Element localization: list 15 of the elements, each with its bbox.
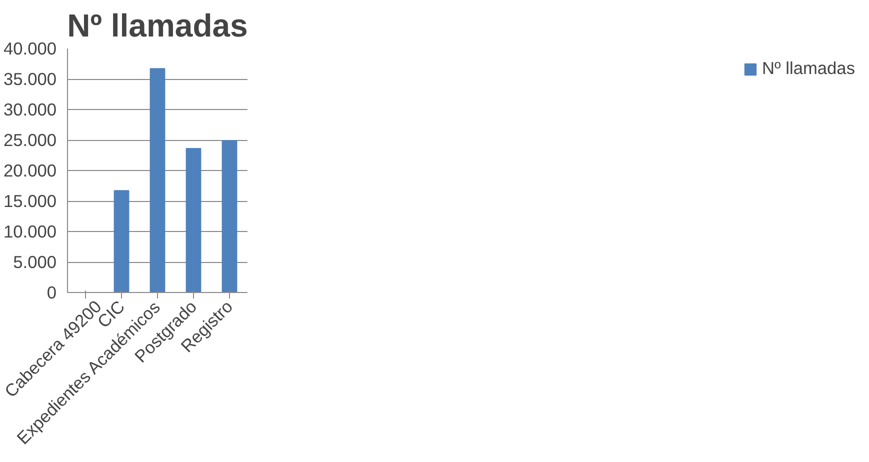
y-tick-label: 20.000: [4, 160, 56, 180]
chart-title: Nº llamadas: [67, 8, 248, 44]
y-tick-label: 0: [46, 282, 57, 302]
bar: [114, 190, 130, 292]
bar: [186, 148, 202, 292]
y-tick-label: 40.000: [4, 38, 56, 58]
y-tick-label: 35.000: [4, 69, 56, 89]
y-tick-label: 5.000: [13, 252, 57, 272]
legend-label: Nº llamadas: [762, 58, 855, 79]
y-tick-label: 25.000: [4, 130, 56, 150]
bar: [150, 68, 166, 292]
y-tick-label: 15.000: [4, 191, 56, 211]
y-tick-label: 30.000: [4, 100, 56, 120]
bar: [222, 140, 238, 292]
y-tick-label: 10.000: [4, 222, 56, 242]
